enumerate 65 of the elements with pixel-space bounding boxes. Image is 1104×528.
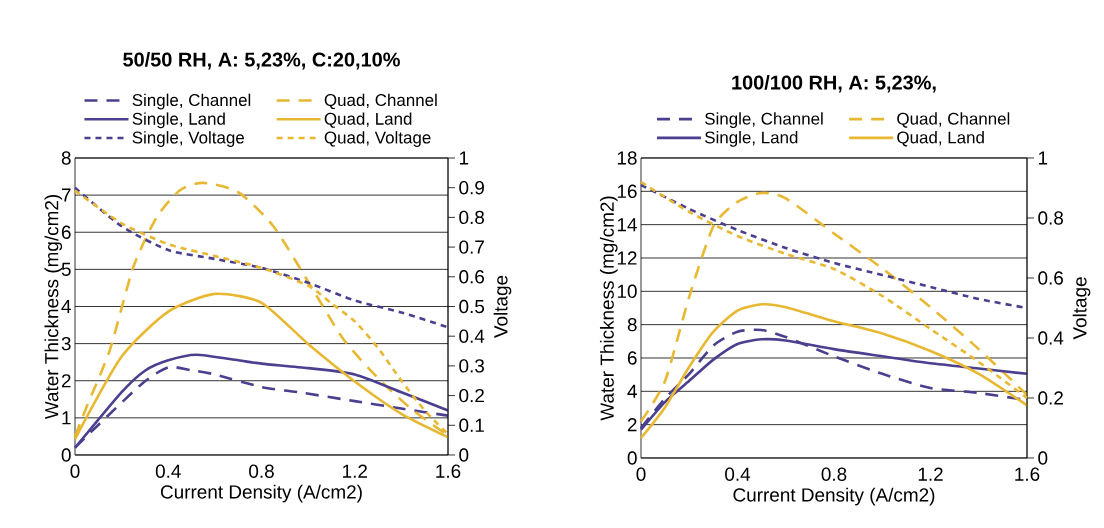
- x-tick-label: 0.4: [155, 464, 181, 478]
- y2-tick-label: 1: [1038, 151, 1048, 165]
- y-tick-label: 12: [617, 251, 637, 265]
- x-tick-label: 0: [636, 467, 646, 481]
- y2-tick-label: 0.7: [459, 240, 484, 254]
- y2-axis-title: Voltage: [1072, 277, 1091, 340]
- legend-label: Quad, Voltage: [324, 131, 431, 147]
- y2-tick-label: 0.8: [1038, 211, 1064, 225]
- y-tick-label: 4: [627, 384, 637, 398]
- y2-tick-label: 0.6: [459, 270, 485, 284]
- chart-title: 100/100 RH, A: 5,23%,: [732, 74, 936, 93]
- y-axis-title: Water Thickness (mg/cm2): [599, 196, 618, 421]
- x-axis-title: Current Density (A/cm2): [733, 487, 935, 506]
- line-series: [639, 302, 1029, 440]
- y-tick-label: 16: [617, 184, 637, 199]
- legend-label: Single, Land: [705, 131, 798, 147]
- y-tick-label: 3: [61, 336, 71, 351]
- x-tick-label: 0.4: [725, 467, 751, 481]
- legend-label: Single, Voltage: [132, 131, 244, 147]
- y2-tick-label: 0.1: [459, 418, 484, 432]
- legend-label: Quad, Land: [324, 112, 412, 128]
- y-tick-label: 10: [617, 284, 637, 299]
- x-tick-label: 0.8: [821, 467, 847, 481]
- legend-label: Quad, Channel: [324, 93, 437, 110]
- legend-label: Single, Land: [132, 112, 225, 129]
- x-tick-label: 1.6: [1015, 467, 1040, 481]
- y2-tick-label: 0: [459, 448, 469, 462]
- legend-label: Single, Channel: [132, 93, 251, 110]
- y-tick-label: 18: [617, 151, 637, 165]
- legend-label: Quad, Channel: [897, 112, 1010, 128]
- x-axis-title: Current Density (A/cm2): [160, 484, 362, 503]
- y-tick-label: 5: [61, 262, 71, 276]
- y2-axis-title: Voltage: [493, 275, 512, 338]
- legend-label: Single, Channel: [705, 112, 823, 129]
- y2-tick-label: 0.4: [459, 329, 485, 343]
- y-tick-label: 0: [61, 448, 71, 462]
- y-tick-label: 6: [627, 351, 637, 365]
- y-tick-label: 7: [61, 188, 71, 202]
- x-tick-label: 1.2: [918, 467, 943, 481]
- y-tick-label: 14: [617, 218, 637, 232]
- y2-tick-label: 0.3: [459, 359, 485, 373]
- y2-tick-label: 0.8: [459, 210, 485, 225]
- y-tick-label: 8: [627, 317, 637, 332]
- y2-tick-label: 0: [1038, 451, 1048, 465]
- y2-tick-label: 0.6: [1038, 271, 1064, 285]
- x-tick-label: 1.2: [343, 464, 367, 478]
- y2-tick-label: 0.2: [459, 388, 484, 403]
- legend-label: Quad, Land: [897, 131, 984, 147]
- y2-tick-label: 0.4: [1038, 331, 1064, 345]
- y-tick-label: 8: [61, 151, 71, 165]
- y2-tick-label: 0.2: [1038, 391, 1063, 405]
- y2-tick-label: 1: [459, 151, 469, 165]
- y-tick-label: 4: [61, 299, 71, 313]
- x-tick-label: 1.6: [436, 464, 461, 478]
- y-tick-label: 2: [61, 374, 71, 388]
- x-tick-label: 0: [70, 464, 80, 478]
- y2-tick-label: 0.9: [459, 180, 484, 195]
- y-tick-label: 6: [61, 225, 71, 239]
- y2-tick-label: 0.5: [459, 299, 485, 314]
- chart-title: 50/50 RH, A: 5,23%, C:20,10%: [123, 51, 400, 70]
- line-series: [73, 186, 450, 329]
- y-tick-label: 2: [627, 418, 637, 432]
- y-tick-label: 1: [62, 411, 71, 425]
- x-tick-label: 0.8: [249, 464, 274, 478]
- y-tick-label: 0: [627, 451, 637, 465]
